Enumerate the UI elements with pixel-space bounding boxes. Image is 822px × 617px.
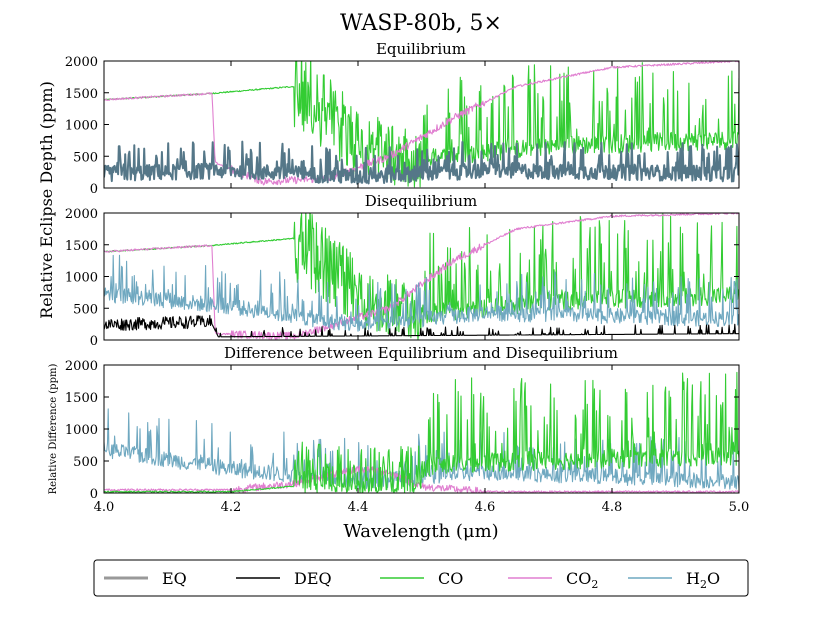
y-tick-label: 1500	[65, 391, 98, 406]
chart-title: WASP-80b, 5×	[340, 11, 502, 36]
panel-difference-series	[104, 371, 739, 493]
x-tick-label: 4.6	[475, 500, 496, 515]
y-tick-label: 1000	[65, 119, 98, 134]
y-axis-label-shared: Relative Eclipse Depth (ppm)	[37, 81, 56, 319]
y-axis-label-difference: Relative Difference (ppm)	[48, 364, 59, 495]
panel-difference-xticks: 4.0 4.2 4.4 4.6 4.8 5.0	[94, 365, 750, 515]
panel-equilibrium: Equilibrium 0 500 1000 1500 2000	[65, 40, 740, 197]
legend-label-h2o: H2O	[686, 569, 720, 591]
series-line-co2-panel-2	[104, 465, 739, 493]
y-tick-label: 500	[73, 455, 98, 470]
panel-equilibrium-series	[104, 61, 739, 188]
panel-equilibrium-yticks: 0 500 1000 1500 2000	[65, 55, 739, 197]
x-tick-label: 4.0	[94, 500, 115, 515]
panel-disequilibrium-series	[104, 213, 739, 340]
panel-difference: Difference between Equilibrium and Diseq…	[65, 344, 749, 515]
series-line-co-panel-1	[104, 213, 739, 340]
y-tick-label: 1000	[65, 423, 98, 438]
y-tick-label: 1000	[65, 271, 98, 286]
x-tick-label: 4.8	[602, 500, 623, 515]
panel-title-disequilibrium: Disequilibrium	[365, 192, 478, 210]
series-line-deq-panel-1	[104, 314, 739, 338]
y-tick-label: 500	[73, 302, 98, 317]
y-tick-label: 0	[90, 334, 98, 349]
series-line-h2o-panel-0	[104, 140, 739, 185]
legend: EQ DEQ CO CO2 H2O	[93, 559, 749, 597]
series-line-co-panel-2	[104, 371, 739, 493]
y-tick-label: 2000	[65, 55, 98, 70]
x-tick-label: 5.0	[729, 500, 750, 515]
series-line-h2o-panel-1	[104, 254, 739, 333]
panel-equilibrium-xticks	[103, 61, 740, 188]
y-tick-label: 1500	[65, 239, 98, 254]
x-tick-label: 4.4	[348, 500, 369, 515]
legend-label-co: CO	[438, 569, 463, 588]
legend-label-co2: CO2	[566, 569, 598, 591]
y-tick-label: 1500	[65, 87, 98, 102]
y-tick-label: 0	[90, 182, 98, 197]
x-tick-label: 4.2	[221, 500, 242, 515]
panel-disequilibrium: Disequilibrium 0 500 1000 1500 2000	[65, 192, 740, 349]
series-line-co2-panel-0	[104, 61, 739, 186]
y-tick-label: 0	[90, 487, 98, 502]
panel-disequilibrium-yticks: 0 500 1000 1500 2000	[65, 207, 739, 349]
y-tick-label: 2000	[65, 359, 98, 374]
panel-disequilibrium-xticks	[103, 213, 740, 340]
y-tick-label: 500	[73, 150, 98, 165]
panel-title-difference: Difference between Equilibrium and Diseq…	[224, 344, 618, 362]
x-axis-label: Wavelength (μm)	[343, 521, 498, 542]
panel-difference-yticks: 0 500 1000 1500 2000	[65, 359, 739, 502]
y-tick-label: 2000	[65, 207, 98, 222]
series-line-co2-panel-1	[104, 213, 739, 340]
panel-title-equilibrium: Equilibrium	[376, 40, 466, 58]
legend-label-deq: DEQ	[294, 569, 332, 588]
legend-label-eq: EQ	[162, 569, 187, 588]
